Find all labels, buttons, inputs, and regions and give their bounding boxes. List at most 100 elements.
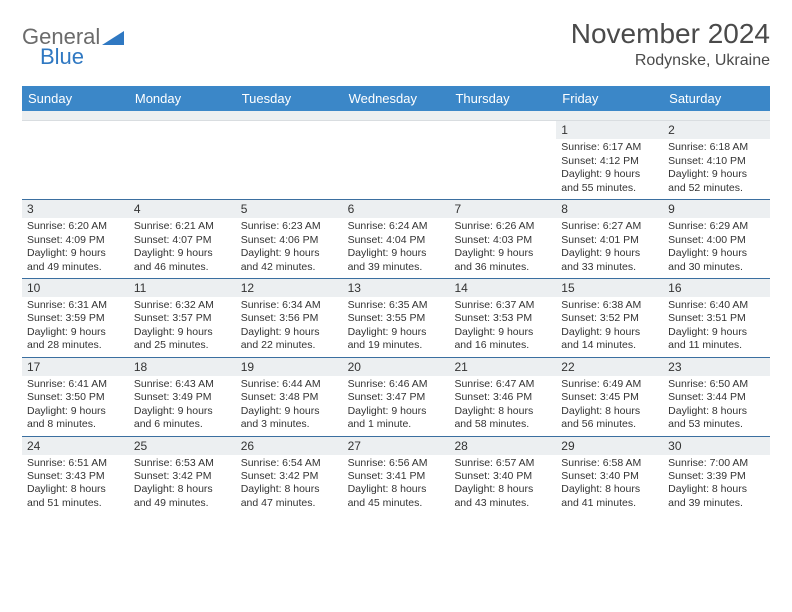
daylight-text: Daylight: 9 hours and 52 minutes. [668,168,765,195]
day-cell: 7Sunrise: 6:26 AMSunset: 4:03 PMDaylight… [449,199,556,278]
sunrise-text: Sunrise: 6:46 AM [348,378,445,391]
sunrise-text: Sunrise: 6:57 AM [454,457,551,470]
sunrise-text: Sunrise: 6:47 AM [454,378,551,391]
day-header-thursday: Thursday [449,86,556,111]
daylight-text: Daylight: 8 hours and 53 minutes. [668,405,765,432]
day-header-friday: Friday [556,86,663,111]
week-row: 10Sunrise: 6:31 AMSunset: 3:59 PMDayligh… [22,278,770,357]
sunrise-text: Sunrise: 6:38 AM [561,299,658,312]
day-body: Sunrise: 7:00 AMSunset: 3:39 PMDaylight:… [663,455,770,515]
sunset-text: Sunset: 3:47 PM [348,391,445,404]
day-cell: 1Sunrise: 6:17 AMSunset: 4:12 PMDaylight… [556,121,663,199]
sunrise-text: Sunrise: 6:35 AM [348,299,445,312]
sunset-text: Sunset: 3:42 PM [134,470,231,483]
day-number: 9 [663,199,770,218]
day-cell: 22Sunrise: 6:49 AMSunset: 3:45 PMDayligh… [556,357,663,436]
sunrise-text: Sunrise: 6:34 AM [241,299,338,312]
day-cell: 2Sunrise: 6:18 AMSunset: 4:10 PMDaylight… [663,121,770,199]
daylight-text: Daylight: 9 hours and 36 minutes. [454,247,551,274]
day-body: Sunrise: 6:32 AMSunset: 3:57 PMDaylight:… [129,297,236,357]
day-number: 19 [236,357,343,376]
daylight-text: Daylight: 9 hours and 3 minutes. [241,405,338,432]
day-number: 10 [22,278,129,297]
day-body: Sunrise: 6:43 AMSunset: 3:49 PMDaylight:… [129,376,236,436]
daylight-text: Daylight: 9 hours and 42 minutes. [241,247,338,274]
daylight-text: Daylight: 8 hours and 45 minutes. [348,483,445,510]
day-cell: 13Sunrise: 6:35 AMSunset: 3:55 PMDayligh… [343,278,450,357]
month-title: November 2024 [571,18,770,50]
sunset-text: Sunset: 4:03 PM [454,234,551,247]
day-number: 26 [236,436,343,455]
day-body: Sunrise: 6:31 AMSunset: 3:59 PMDaylight:… [22,297,129,357]
day-body: Sunrise: 6:27 AMSunset: 4:01 PMDaylight:… [556,218,663,278]
day-cell [22,121,129,199]
day-number: 2 [663,121,770,139]
calendar-grid: SundayMondayTuesdayWednesdayThursdayFrid… [22,86,770,514]
sunset-text: Sunset: 3:45 PM [561,391,658,404]
sunrise-text: Sunrise: 6:51 AM [27,457,124,470]
sunrise-text: Sunrise: 6:23 AM [241,220,338,233]
sunset-text: Sunset: 3:48 PM [241,391,338,404]
sunrise-text: Sunrise: 6:50 AM [668,378,765,391]
day-number: 16 [663,278,770,297]
day-body: Sunrise: 6:37 AMSunset: 3:53 PMDaylight:… [449,297,556,357]
sunset-text: Sunset: 3:43 PM [27,470,124,483]
sunrise-text: Sunrise: 6:20 AM [27,220,124,233]
day-number: 18 [129,357,236,376]
sunrise-text: Sunrise: 6:31 AM [27,299,124,312]
daylight-text: Daylight: 8 hours and 51 minutes. [27,483,124,510]
day-cell: 30Sunrise: 7:00 AMSunset: 3:39 PMDayligh… [663,436,770,515]
day-body: Sunrise: 6:23 AMSunset: 4:06 PMDaylight:… [236,218,343,278]
sunset-text: Sunset: 4:09 PM [27,234,124,247]
week-row: 24Sunrise: 6:51 AMSunset: 3:43 PMDayligh… [22,436,770,515]
day-cell: 6Sunrise: 6:24 AMSunset: 4:04 PMDaylight… [343,199,450,278]
day-body: Sunrise: 6:54 AMSunset: 3:42 PMDaylight:… [236,455,343,515]
day-header-sunday: Sunday [22,86,129,111]
day-cell: 28Sunrise: 6:57 AMSunset: 3:40 PMDayligh… [449,436,556,515]
logo-blue: Blue [40,44,84,69]
day-body: Sunrise: 6:47 AMSunset: 3:46 PMDaylight:… [449,376,556,436]
header: General Blue November 2024 Rodynske, Ukr… [22,18,770,76]
weeks-container: 1Sunrise: 6:17 AMSunset: 4:12 PMDaylight… [22,121,770,514]
day-body: Sunrise: 6:29 AMSunset: 4:00 PMDaylight:… [663,218,770,278]
daylight-text: Daylight: 9 hours and 6 minutes. [134,405,231,432]
sunrise-text: Sunrise: 6:37 AM [454,299,551,312]
day-number: 6 [343,199,450,218]
day-cell: 18Sunrise: 6:43 AMSunset: 3:49 PMDayligh… [129,357,236,436]
sunset-text: Sunset: 4:07 PM [134,234,231,247]
daylight-text: Daylight: 9 hours and 28 minutes. [27,326,124,353]
daylight-text: Daylight: 9 hours and 49 minutes. [27,247,124,274]
sunset-text: Sunset: 4:12 PM [561,155,658,168]
day-cell: 12Sunrise: 6:34 AMSunset: 3:56 PMDayligh… [236,278,343,357]
sunrise-text: Sunrise: 6:40 AM [668,299,765,312]
sunrise-text: Sunrise: 6:27 AM [561,220,658,233]
sunrise-text: Sunrise: 6:21 AM [134,220,231,233]
sunset-text: Sunset: 3:42 PM [241,470,338,483]
day-number: 15 [556,278,663,297]
day-number: 30 [663,436,770,455]
day-cell: 8Sunrise: 6:27 AMSunset: 4:01 PMDaylight… [556,199,663,278]
day-cell: 23Sunrise: 6:50 AMSunset: 3:44 PMDayligh… [663,357,770,436]
location: Rodynske, Ukraine [571,52,770,70]
day-body: Sunrise: 6:26 AMSunset: 4:03 PMDaylight:… [449,218,556,278]
day-cell [236,121,343,199]
day-header-wednesday: Wednesday [343,86,450,111]
header-spacer [22,111,770,121]
sunrise-text: Sunrise: 6:54 AM [241,457,338,470]
day-body: Sunrise: 6:17 AMSunset: 4:12 PMDaylight:… [556,139,663,199]
sunset-text: Sunset: 3:57 PM [134,312,231,325]
sunset-text: Sunset: 3:52 PM [561,312,658,325]
day-body: Sunrise: 6:38 AMSunset: 3:52 PMDaylight:… [556,297,663,357]
daylight-text: Daylight: 9 hours and 22 minutes. [241,326,338,353]
day-cell: 5Sunrise: 6:23 AMSunset: 4:06 PMDaylight… [236,199,343,278]
day-cell: 4Sunrise: 6:21 AMSunset: 4:07 PMDaylight… [129,199,236,278]
day-number: 24 [22,436,129,455]
sunset-text: Sunset: 3:40 PM [561,470,658,483]
day-header-tuesday: Tuesday [236,86,343,111]
sunset-text: Sunset: 3:46 PM [454,391,551,404]
day-number: 1 [556,121,663,139]
day-body: Sunrise: 6:53 AMSunset: 3:42 PMDaylight:… [129,455,236,515]
day-number: 20 [343,357,450,376]
day-cell: 9Sunrise: 6:29 AMSunset: 4:00 PMDaylight… [663,199,770,278]
daylight-text: Daylight: 9 hours and 16 minutes. [454,326,551,353]
